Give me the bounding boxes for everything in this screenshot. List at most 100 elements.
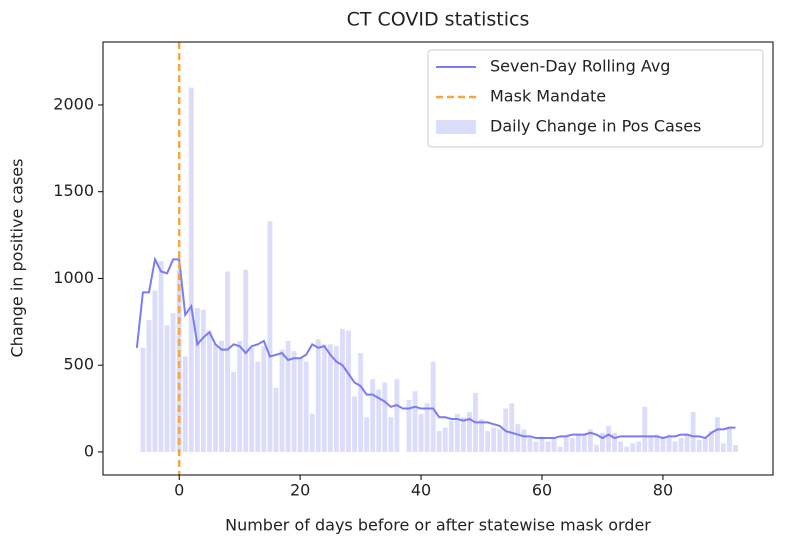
plot-frame [102, 41, 774, 476]
bar [267, 221, 273, 452]
bar [291, 351, 297, 452]
bar [672, 441, 678, 452]
bar [485, 431, 491, 452]
bar [370, 379, 376, 452]
bar [551, 438, 557, 452]
bar [418, 413, 424, 452]
bar [678, 438, 684, 452]
bar [164, 325, 170, 452]
bar [249, 347, 255, 452]
bar [467, 412, 472, 452]
bar [733, 444, 738, 452]
bar [194, 307, 200, 452]
bar [454, 413, 460, 452]
x-axis-label: Number of days before or after statewise… [225, 516, 651, 535]
bar [618, 441, 624, 452]
x-tick-label: 80 [653, 481, 673, 500]
bar [430, 361, 436, 452]
bar [170, 313, 176, 452]
bar [376, 389, 382, 452]
bar [200, 309, 206, 452]
bar [563, 436, 569, 452]
bar [285, 340, 291, 452]
bar [527, 438, 533, 452]
bar [279, 349, 285, 452]
bar [587, 429, 593, 452]
bar [219, 340, 224, 452]
line [135, 256, 736, 440]
bar [152, 290, 158, 452]
bar [684, 434, 690, 452]
bar [297, 358, 303, 452]
bar [346, 330, 351, 452]
chart-title: CT COVID statistics [347, 9, 530, 31]
bar [213, 344, 218, 452]
bar [460, 417, 466, 452]
bar [315, 339, 321, 452]
bar [569, 438, 575, 452]
bar [243, 269, 249, 452]
bar [479, 418, 484, 452]
bar [696, 439, 702, 452]
x-tick-label: 40 [411, 481, 431, 500]
bar [648, 436, 654, 452]
bar [690, 412, 696, 452]
bar [606, 425, 611, 452]
bar [515, 424, 521, 452]
bar [364, 417, 370, 452]
bar [255, 361, 261, 452]
legend-label: Daily Change in Pos Cases [490, 117, 701, 136]
bar [321, 344, 327, 452]
bar [406, 399, 412, 452]
bar [714, 417, 720, 452]
bar [497, 429, 503, 452]
bar [702, 438, 708, 452]
bar [594, 444, 599, 452]
bar [231, 372, 237, 452]
bar [412, 391, 418, 452]
bar [660, 436, 666, 452]
bar [388, 417, 394, 452]
bar [327, 344, 333, 452]
bar [333, 346, 339, 452]
bar [442, 427, 448, 452]
bar [448, 420, 454, 452]
bar [158, 261, 164, 452]
bar [720, 443, 726, 452]
bar [182, 356, 188, 452]
bar [509, 403, 515, 452]
bar [261, 346, 267, 452]
bar [630, 443, 636, 452]
legend-handle [436, 120, 476, 134]
bar [666, 434, 672, 452]
bar [642, 406, 648, 452]
bar [539, 436, 545, 452]
bar [303, 361, 309, 452]
bar [533, 441, 539, 452]
bar [612, 432, 617, 452]
bar [708, 431, 714, 452]
bar [225, 271, 230, 452]
x-tick-label: 0 [174, 481, 184, 500]
bar [394, 379, 400, 452]
bar [309, 413, 315, 452]
y-axis-label: Change in positive cases [8, 159, 27, 358]
bar [140, 347, 146, 452]
y-tick-label: 1500 [53, 181, 94, 200]
y-tick-label: 0 [84, 441, 94, 460]
y-tick-label: 500 [63, 355, 94, 374]
legend-label: Seven-Day Rolling Avg [490, 57, 670, 76]
legend-box [427, 49, 764, 148]
bar [600, 432, 605, 452]
bar [352, 396, 357, 452]
bar [581, 434, 587, 452]
y-tick-label: 2000 [53, 94, 94, 113]
bar [575, 434, 581, 452]
bar [436, 431, 442, 452]
bar [521, 429, 527, 452]
bar [340, 328, 345, 452]
legend-label: Mask Mandate [490, 87, 606, 106]
bar [654, 434, 660, 452]
